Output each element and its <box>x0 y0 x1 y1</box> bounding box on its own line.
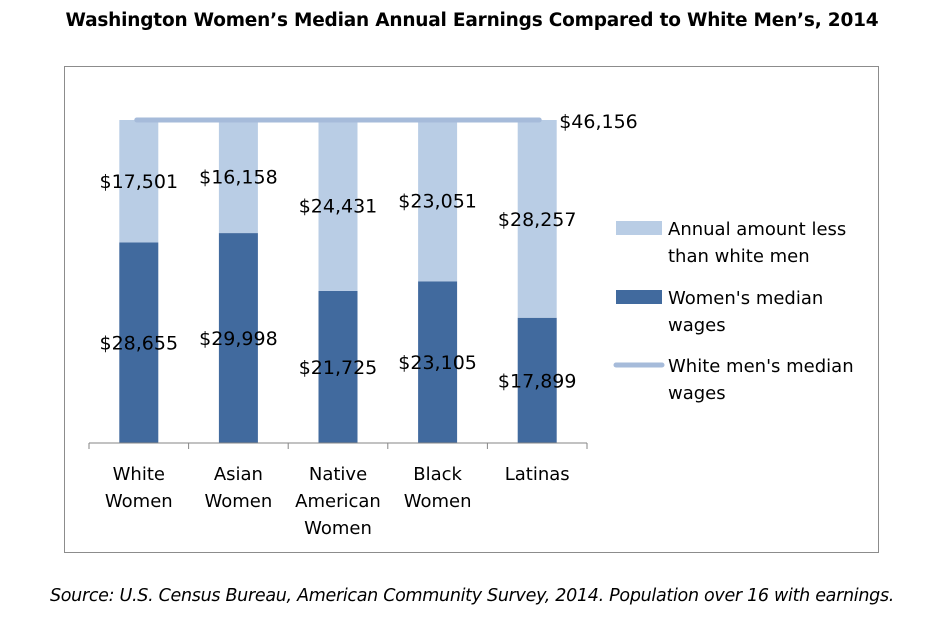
legend-label: Women's median <box>668 288 823 309</box>
legend-label: wages <box>668 315 726 336</box>
bar-women-median <box>517 317 557 443</box>
x-tick-label: Women <box>304 518 372 539</box>
legend-label: White men's median <box>668 356 854 377</box>
legend-swatch-gap <box>616 221 662 235</box>
data-label-gap: $28,257 <box>498 209 577 231</box>
bar-gap-amount <box>218 120 258 234</box>
data-label-women: $29,998 <box>199 328 278 350</box>
bar-women-median <box>418 281 458 443</box>
x-tick-label: Women <box>105 491 173 512</box>
data-label-women: $21,725 <box>299 357 378 379</box>
bar-gap-amount <box>418 120 458 282</box>
x-tick-label: American <box>295 491 381 512</box>
legend-label: Annual amount less <box>668 219 846 240</box>
x-tick-label: Women <box>205 491 273 512</box>
bar-gap-amount <box>517 120 557 318</box>
bar-women-median <box>218 233 258 443</box>
bar-women-median <box>318 290 358 443</box>
data-label-gap: $23,051 <box>398 191 477 213</box>
data-label-white-men: $46,156 <box>559 111 638 133</box>
x-tick-label: Latinas <box>505 464 570 485</box>
bar-gap-amount <box>119 120 159 243</box>
x-tick-label: Women <box>404 491 472 512</box>
x-tick-label: Black <box>413 464 462 485</box>
chart-title: Washington Women’s Median Annual Earning… <box>65 10 879 31</box>
legend-label: than white men <box>668 246 810 267</box>
source-note: Source: U.S. Census Bureau, American Com… <box>49 586 895 606</box>
x-tick-label: White <box>113 464 165 485</box>
data-label-gap: $16,158 <box>199 167 278 189</box>
x-tick-label: Native <box>309 464 367 485</box>
bar-women-median <box>119 242 159 443</box>
data-label-gap: $24,431 <box>299 195 378 217</box>
data-label-women: $28,655 <box>100 333 179 355</box>
legend-label: wages <box>668 383 726 404</box>
legend-swatch-women <box>616 290 662 304</box>
data-label-gap: $17,501 <box>100 171 179 193</box>
data-label-women: $23,105 <box>398 352 477 374</box>
data-label-women: $17,899 <box>498 370 577 392</box>
x-tick-label: Asian <box>214 464 263 485</box>
chart-frame: $28,655 $17,501 White Women $29,998 $16,158 As… <box>64 66 879 553</box>
chart-plot: $28,655 $17,501 White Women $29,998 $16,158 As… <box>88 111 854 539</box>
bar-gap-amount <box>318 120 358 291</box>
